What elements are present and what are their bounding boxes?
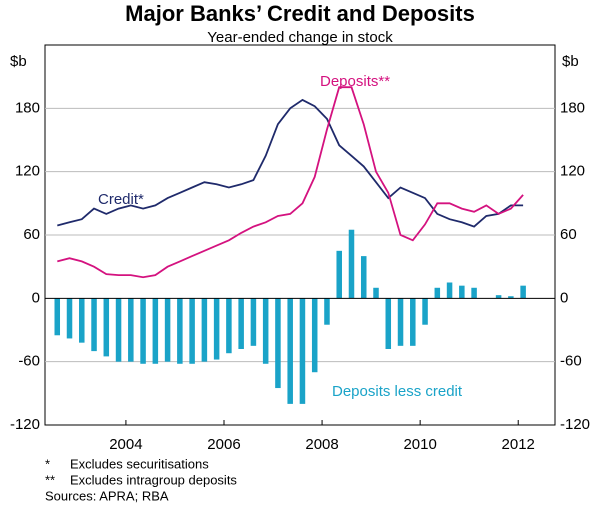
y-tick-label: 60	[23, 226, 40, 243]
bar	[128, 298, 134, 362]
y-tick-label: -120	[10, 416, 40, 433]
chart-subtitle: Year-ended change in stock	[207, 29, 393, 46]
y2-tick-label: -60	[560, 353, 582, 370]
bar	[446, 282, 453, 299]
bar	[434, 287, 441, 299]
bar	[336, 250, 342, 299]
bar	[66, 298, 73, 339]
y2-tick-label: 0	[560, 289, 568, 306]
y-tick-label: 180	[15, 99, 40, 116]
bar	[373, 287, 379, 299]
y-unit: $b	[10, 53, 27, 70]
bar	[471, 287, 477, 299]
bar	[226, 298, 232, 354]
series-label: Credit*	[98, 191, 144, 208]
y-tick-label: 0	[32, 289, 40, 306]
source: Sources: APRA; RBA	[45, 488, 169, 503]
bar	[189, 298, 195, 364]
y2-tick-label: 60	[560, 226, 577, 243]
bar	[79, 298, 85, 343]
line	[57, 86, 524, 279]
y2-tick-label: -120	[560, 416, 590, 433]
bar	[201, 298, 208, 362]
bar	[152, 298, 159, 364]
series-label: Deposits**	[320, 73, 390, 90]
bar	[115, 298, 122, 362]
bar	[250, 298, 257, 346]
bar	[311, 298, 318, 373]
line	[57, 98, 524, 228]
bar	[299, 298, 306, 404]
bar	[324, 298, 330, 325]
bar	[520, 285, 526, 299]
bar	[103, 298, 110, 357]
bar	[140, 298, 146, 364]
y-tick-label: -60	[18, 353, 40, 370]
x-tick-label: 2010	[403, 436, 436, 453]
y2-tick-label: 180	[560, 99, 585, 116]
x-tick-label: 2008	[305, 436, 338, 453]
bar	[410, 298, 416, 346]
bar	[422, 298, 428, 325]
chart-title: Major Banks’ Credit and Deposits	[125, 1, 475, 26]
bar	[177, 298, 183, 364]
footnote: Excludes securitisations	[70, 456, 209, 471]
x-tick-label: 2006	[207, 436, 240, 453]
bar	[262, 298, 269, 364]
footnote-marker: **	[45, 472, 55, 487]
y2-tick-label: 120	[560, 163, 585, 180]
bar	[397, 298, 404, 346]
bar	[54, 298, 61, 336]
bar	[459, 285, 465, 299]
bar	[91, 298, 97, 352]
bar	[238, 298, 244, 349]
bar	[348, 229, 355, 299]
bar	[495, 295, 502, 299]
footnote-marker: *	[45, 456, 50, 471]
bar	[360, 256, 367, 299]
bar	[213, 298, 220, 360]
y2-unit: $b	[562, 53, 579, 70]
y-tick-label: 120	[15, 163, 40, 180]
bar	[164, 298, 171, 362]
bar	[287, 298, 293, 404]
bar	[508, 296, 514, 299]
bar	[275, 298, 281, 389]
footnote: Excludes intragroup deposits	[70, 472, 237, 487]
series-label: Deposits less credit	[332, 383, 463, 400]
x-tick-label: 2004	[109, 436, 142, 453]
bar	[385, 298, 392, 349]
x-tick-label: 2012	[502, 436, 535, 453]
